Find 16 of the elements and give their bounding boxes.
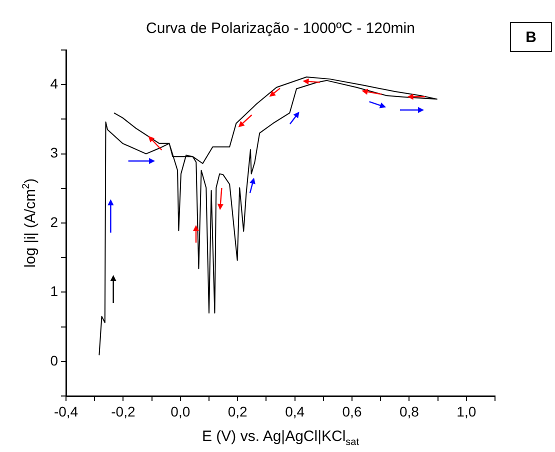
y-tick-label: 3: [50, 144, 58, 161]
x-tick-label: -0,2: [111, 403, 136, 420]
x-tick-label: 0,4: [285, 403, 305, 420]
x-tick-label: 0,8: [399, 403, 420, 420]
x-tick-label: 1,0: [456, 403, 476, 420]
x-tick-label: -0,4: [54, 403, 78, 420]
y-tick-label: 1: [50, 283, 58, 300]
y-tick-label: 2: [50, 214, 58, 230]
x-axis-title: E (V) vs. Ag|AgCl|KCl$_{sat}$: [200, 428, 360, 448]
x-tick-label: 0,2: [228, 403, 248, 420]
y-tick-label: 0: [50, 352, 58, 368]
x-tick-label: 0,6: [342, 403, 362, 420]
text: B: [510, 22, 552, 52]
x-tick-label: 0,0: [170, 403, 190, 420]
y-tick-label: 4: [50, 75, 58, 92]
chart-title: Curva de Polarização - 1000ºC - 120min: [145, 20, 416, 37]
